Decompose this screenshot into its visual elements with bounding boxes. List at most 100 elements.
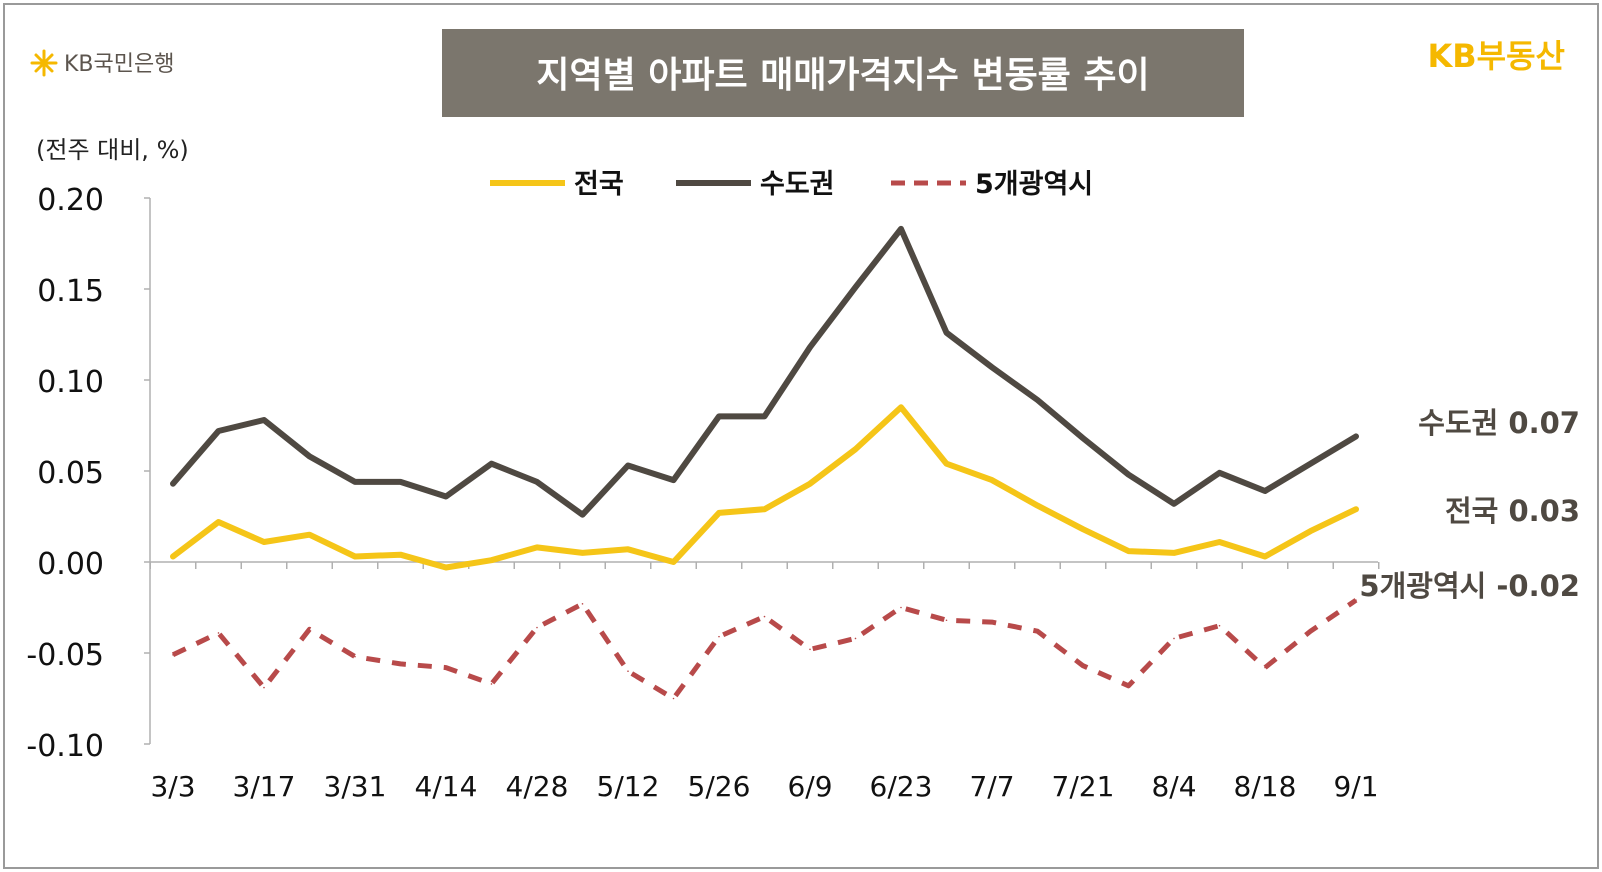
data-point	[900, 406, 902, 409]
data-point	[1218, 624, 1221, 627]
data-point	[490, 683, 493, 685]
data-point	[1127, 473, 1130, 476]
data-point	[809, 482, 811, 485]
data-point	[672, 479, 675, 481]
series-end-label: 수도권 0.07	[1418, 406, 1580, 440]
data-point	[991, 621, 993, 623]
data-point	[490, 559, 493, 561]
data-point	[1173, 502, 1175, 505]
data-point	[445, 566, 447, 569]
data-point	[1036, 630, 1039, 632]
x-tick-label: 6/9	[787, 770, 832, 803]
data-point	[900, 228, 902, 230]
data-point	[1264, 490, 1266, 492]
data-point	[718, 512, 720, 514]
data-point	[354, 481, 356, 483]
series-line-2	[171, 598, 1358, 701]
data-point	[672, 561, 675, 563]
x-tick-label: 4/14	[415, 770, 478, 803]
x-tick-label: 9/1	[1333, 770, 1378, 803]
data-point	[1036, 399, 1039, 401]
data-point	[945, 619, 948, 622]
data-point	[1264, 555, 1266, 558]
data-point	[763, 615, 766, 618]
data-point	[1036, 504, 1039, 507]
y-tick-label: 0.15	[37, 274, 104, 309]
x-tick-label: 5/12	[597, 770, 660, 803]
chart-title: 지역별 아파트 매매가격지수 변동률 추이	[536, 55, 1149, 96]
axes: 0.20 0.15 0.10 0.05 0.00 -0.05 -0.10 3/3 3/17 3/3…	[26, 183, 1380, 803]
data-point	[581, 552, 584, 554]
data-point	[172, 555, 174, 558]
data-point	[991, 479, 993, 481]
chart-border	[3, 3, 1599, 869]
y-tick-label: 0.20	[37, 183, 104, 218]
data-point	[1173, 637, 1175, 640]
x-tick-label: 7/7	[969, 770, 1014, 803]
data-point	[354, 655, 356, 658]
data-point	[809, 648, 811, 651]
y-unit-label: (전주 대비, %)	[36, 136, 189, 164]
data-point	[1127, 550, 1130, 552]
data-point	[1127, 684, 1130, 687]
series-end-label: 5개광역시 -0.02	[1359, 569, 1580, 603]
data-point	[1218, 541, 1221, 543]
data-point	[1355, 599, 1357, 602]
x-tick-label: 3/31	[324, 770, 387, 803]
data-point	[1355, 435, 1357, 438]
x-tick-label: 7/21	[1052, 770, 1115, 803]
data-point	[1309, 462, 1312, 465]
data-point	[1082, 437, 1084, 440]
data-point	[1173, 552, 1175, 554]
data-point	[445, 495, 447, 498]
data-point	[945, 331, 948, 334]
data-point	[991, 366, 993, 369]
data-point	[809, 346, 811, 349]
data-point	[263, 419, 265, 421]
data-point	[536, 481, 538, 483]
data-point	[1082, 664, 1084, 667]
legend: 전국 수도권 5개광역시	[490, 169, 1093, 200]
brand-logo-text: KB부동산	[1427, 37, 1565, 75]
data-point	[536, 626, 538, 629]
data-point	[900, 606, 902, 609]
data-point	[718, 635, 720, 638]
data-point	[1309, 630, 1312, 632]
data-point	[217, 430, 220, 432]
data-point	[854, 448, 857, 450]
data-point	[172, 482, 174, 485]
data-point	[945, 462, 948, 465]
legend-label: 수도권	[760, 169, 835, 200]
data-point	[854, 637, 857, 640]
data-point	[445, 666, 447, 669]
data-point	[308, 628, 311, 631]
data-point	[308, 533, 311, 536]
series-end-label: 전국 0.03	[1445, 494, 1580, 528]
data-point	[581, 603, 584, 605]
data-point	[718, 415, 720, 418]
y-tick-label: -0.10	[26, 729, 104, 764]
data-point	[399, 663, 402, 665]
y-tick-label: -0.05	[26, 638, 104, 673]
x-tick-label: 6/23	[870, 770, 933, 803]
data-point	[1264, 666, 1266, 669]
y-tick-label: 0.05	[37, 456, 104, 491]
data-point	[1355, 508, 1357, 511]
data-point	[854, 286, 857, 288]
data-point	[627, 464, 629, 467]
data-point	[581, 513, 584, 516]
data-point	[763, 508, 766, 511]
data-point	[672, 697, 675, 700]
end-labels: 전국 0.03 수도권 0.07 5개광역시 -0.02	[1359, 406, 1580, 603]
data-point	[263, 686, 265, 689]
y-tick-label: 0.00	[37, 547, 104, 582]
data-point	[1309, 530, 1312, 532]
data-point	[217, 521, 220, 523]
data-point	[354, 555, 356, 558]
x-tick-label: 5/26	[688, 770, 751, 803]
data-point	[308, 455, 311, 458]
data-point	[627, 670, 629, 672]
data-point	[490, 462, 493, 465]
data-point	[627, 548, 629, 551]
